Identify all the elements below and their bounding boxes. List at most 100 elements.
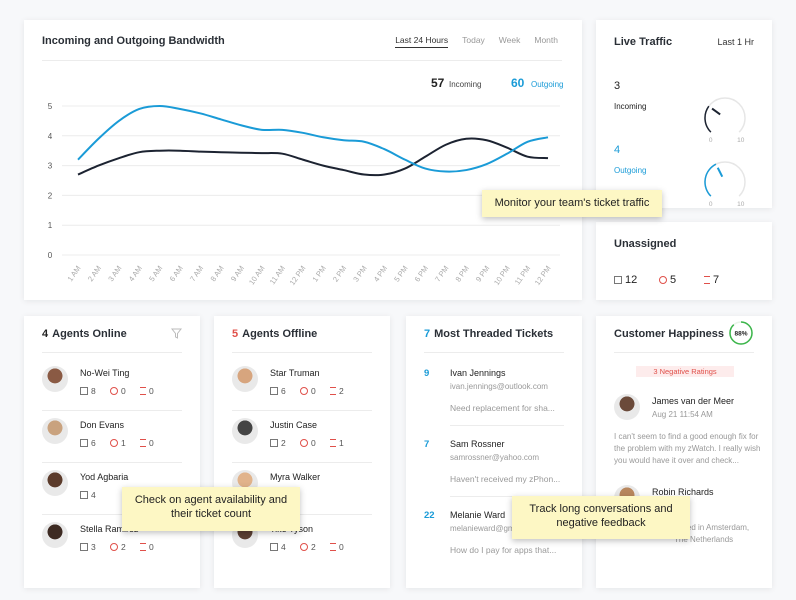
stat-value: 2 bbox=[121, 542, 126, 552]
bandwidth-card: Incoming and Outgoing Bandwidth Last 24 H… bbox=[24, 20, 582, 300]
x-tick-label: 3 AM bbox=[106, 264, 123, 283]
stat-value: 1 bbox=[339, 438, 344, 448]
legend-label: Outgoing bbox=[531, 80, 564, 89]
icon bbox=[659, 276, 667, 284]
count: 5 bbox=[670, 274, 677, 286]
separator bbox=[42, 60, 562, 61]
x-tick-label: 1 PM bbox=[310, 264, 327, 284]
gauge-value: 4 bbox=[614, 144, 621, 156]
separator bbox=[614, 352, 754, 353]
icon bbox=[300, 439, 308, 447]
review-date: Aug 21 11:54 AM bbox=[652, 410, 713, 419]
happiness-ring bbox=[729, 321, 753, 345]
icon bbox=[80, 543, 88, 551]
ticket-name: Melanie Ward bbox=[450, 510, 506, 520]
gauge-fill bbox=[704, 163, 717, 197]
separator bbox=[232, 352, 372, 353]
threaded-tickets-card: 7 Most Threaded Tickets 9 Ivan Jennings ivan… bbox=[406, 316, 582, 588]
card-title: Agents Online bbox=[52, 328, 127, 340]
avatar bbox=[232, 418, 258, 444]
tab[interactable]: Today bbox=[462, 35, 485, 45]
x-tick-label: 4 PM bbox=[372, 264, 389, 284]
review-name: James van der Meer bbox=[652, 396, 735, 406]
icon bbox=[330, 387, 336, 395]
x-tick-label: 12 PM bbox=[288, 264, 308, 287]
x-tick-label: 4 AM bbox=[127, 264, 144, 283]
agent-stat: 0 bbox=[110, 386, 126, 396]
review-text: based in Amsterdam, The Netherlands bbox=[674, 523, 750, 544]
separator bbox=[450, 425, 564, 426]
card-title: Live Traffic bbox=[614, 36, 673, 48]
unassigned-card: Unassigned 12 5 7 bbox=[596, 222, 772, 300]
agent-stat: 2 bbox=[110, 542, 126, 552]
x-tick-label: 2 AM bbox=[86, 264, 103, 283]
stat-value: 6 bbox=[91, 438, 96, 448]
stat-value: 6 bbox=[281, 386, 286, 396]
avatar bbox=[42, 366, 68, 392]
stat-value: 4 bbox=[281, 542, 286, 552]
avatar bbox=[42, 470, 68, 496]
gauge-value: 3 bbox=[614, 80, 621, 92]
agent-stat: 1 bbox=[330, 438, 344, 448]
legend-label: Incoming bbox=[449, 80, 482, 89]
agent-stat: 4 bbox=[270, 542, 286, 552]
ticket-preview: How do I pay for apps that... bbox=[450, 545, 557, 555]
separator bbox=[450, 496, 564, 497]
separator bbox=[424, 352, 564, 353]
avatar bbox=[42, 522, 68, 548]
x-tick-label: 11 PM bbox=[513, 264, 532, 286]
line-series bbox=[77, 104, 549, 173]
agent-name: Yod Agbaria bbox=[80, 472, 129, 482]
card-header: 5 Agents Offline bbox=[232, 328, 317, 340]
unassigned-count: 12 bbox=[614, 274, 637, 286]
stat-value: 3 bbox=[91, 542, 96, 552]
count: 5 bbox=[232, 328, 239, 340]
avatar bbox=[614, 394, 640, 420]
count: 7 bbox=[713, 274, 720, 286]
ticket-email: samrossner@yahoo.com bbox=[450, 453, 540, 462]
separator bbox=[232, 462, 372, 463]
gauge-needle bbox=[716, 167, 724, 178]
agent-stat: 0 bbox=[330, 542, 344, 552]
period: Last 1 Hr bbox=[717, 37, 754, 47]
stat-value: 0 bbox=[149, 386, 154, 396]
stat-value: 2 bbox=[311, 542, 316, 552]
agent-stat: 8 bbox=[80, 386, 96, 396]
tab[interactable]: Week bbox=[498, 35, 521, 45]
separator bbox=[232, 514, 372, 515]
graphic bbox=[170, 328, 183, 339]
agent-stat: 3 bbox=[80, 542, 96, 552]
gauge-max: 10 bbox=[737, 201, 745, 208]
y-tick-label: 1 bbox=[48, 221, 53, 230]
icon bbox=[270, 387, 278, 395]
stat-value: 0 bbox=[149, 438, 154, 448]
agents-offline-card: 5 Agents Offline Star Truman 6 0 2 Justin Case… bbox=[214, 316, 390, 588]
stat-value: 8 bbox=[91, 386, 96, 396]
ticket-preview: Need replacement for sha... bbox=[450, 403, 555, 413]
card-title: Most Threaded Tickets bbox=[434, 328, 554, 340]
stat-value: 1 bbox=[121, 438, 126, 448]
ticket-email: melanieward@gmail.com bbox=[450, 524, 540, 533]
icon bbox=[330, 543, 336, 551]
live-traffic-card: Live Traffic Last 1 Hr 3 Incoming 0 10 4 Outgoi… bbox=[596, 20, 772, 208]
separator bbox=[42, 514, 182, 515]
icon bbox=[330, 439, 336, 447]
y-tick-label: 0 bbox=[48, 251, 53, 260]
icon bbox=[140, 543, 146, 551]
card-header: 4 Agents Online bbox=[42, 328, 127, 340]
gauge-track bbox=[704, 97, 746, 133]
tabs: Last 24 Hours Today Week Month bbox=[395, 35, 558, 48]
graphic: 0 10 bbox=[704, 97, 746, 144]
icon bbox=[80, 491, 88, 499]
icon bbox=[300, 543, 308, 551]
thread-count: 22 bbox=[424, 510, 435, 521]
agent-stat: 2 bbox=[330, 386, 344, 396]
legend-total: 60 bbox=[511, 76, 525, 90]
tab[interactable]: Month bbox=[534, 35, 558, 45]
tab[interactable]: Last 24 Hours bbox=[395, 35, 449, 48]
gauge-min: 0 bbox=[709, 201, 713, 208]
agent-name: Justin Case bbox=[270, 420, 318, 430]
stat-value: 2 bbox=[281, 438, 286, 448]
agent-name: No-Wei Ting bbox=[80, 368, 130, 378]
